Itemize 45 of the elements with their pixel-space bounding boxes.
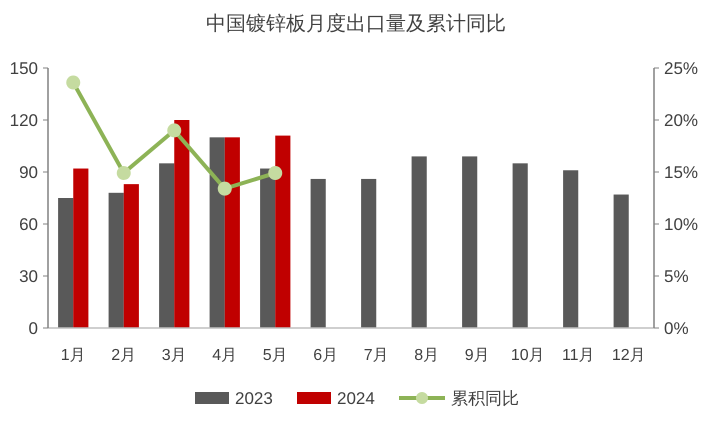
x-tick-label: 9月 bbox=[464, 347, 490, 364]
bar bbox=[310, 178, 326, 328]
x-tick-label: 10月 bbox=[510, 347, 545, 364]
bar bbox=[224, 137, 240, 328]
x-tick-label: 2月 bbox=[111, 347, 136, 364]
bar bbox=[462, 156, 478, 328]
y-tick-label: 0 bbox=[28, 318, 38, 338]
bar bbox=[124, 184, 139, 328]
y-tick-label: 120 bbox=[10, 110, 38, 130]
bar bbox=[361, 178, 376, 328]
y2-tick-label: 0% bbox=[664, 318, 689, 338]
x-tick-label: 4月 bbox=[212, 347, 238, 364]
x-tick-label: 8月 bbox=[414, 347, 440, 364]
legend-label: 2024 bbox=[337, 388, 375, 408]
bar bbox=[210, 137, 225, 328]
bar bbox=[563, 170, 578, 328]
bar bbox=[159, 163, 174, 328]
legend-label: 2023 bbox=[235, 388, 273, 408]
x-tick-label: 5月 bbox=[262, 347, 288, 364]
y2-tick-label: 25% bbox=[664, 58, 698, 78]
bar bbox=[512, 163, 528, 328]
bar bbox=[73, 168, 88, 328]
y-tick-label: 90 bbox=[19, 162, 38, 182]
y-tick-label: 30 bbox=[19, 266, 38, 286]
bar bbox=[174, 120, 190, 328]
y2-tick-label: 10% bbox=[664, 214, 698, 234]
bar bbox=[58, 198, 74, 328]
x-tick-label: 12月 bbox=[612, 347, 646, 364]
x-tick-label: 1月 bbox=[60, 347, 86, 364]
bar bbox=[412, 156, 427, 328]
chart-title: 中国镀锌板月度出口量及累计同比 bbox=[206, 13, 506, 35]
bar bbox=[614, 194, 629, 328]
x-tick-label: 6月 bbox=[313, 347, 338, 364]
legend-label: 累积同比 bbox=[451, 388, 519, 408]
y2-tick-label: 5% bbox=[664, 266, 689, 286]
x-tick-label: 7月 bbox=[364, 347, 389, 364]
y2-tick-label: 20% bbox=[664, 110, 698, 130]
y-tick-label: 150 bbox=[10, 58, 38, 78]
bar bbox=[275, 136, 290, 328]
y2-tick-label: 15% bbox=[664, 162, 698, 182]
bar bbox=[260, 168, 276, 328]
bar bbox=[108, 192, 124, 328]
y-tick-label: 60 bbox=[19, 214, 38, 234]
x-tick-label: 11月 bbox=[562, 347, 595, 364]
x-tick-label: 3月 bbox=[162, 347, 187, 364]
